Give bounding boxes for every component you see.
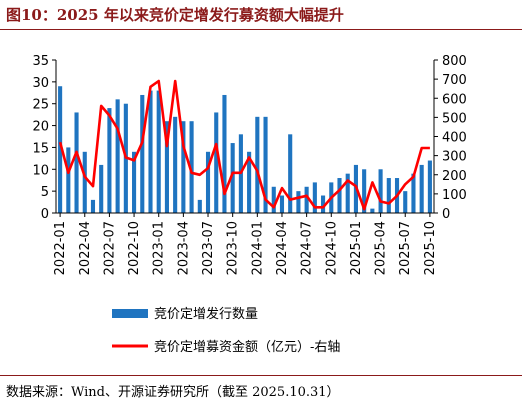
bar: [296, 191, 301, 213]
bar: [263, 116, 268, 213]
bar: [403, 191, 408, 213]
x-tick-label: 2025-01: [349, 221, 364, 275]
x-tick-label: 2023-01: [152, 221, 167, 275]
right-tick-label: 600: [442, 92, 467, 107]
bar: [197, 199, 202, 213]
chart-title: 图10：2025 年以来竞价定增发行募资额大幅提升: [6, 6, 344, 24]
legend: 竞价定增发行数量 竞价定增募资金额（亿元）-右轴: [112, 306, 340, 355]
legend-label-line: 竞价定增募资金额（亿元）-右轴: [154, 339, 340, 355]
bar: [288, 134, 293, 213]
bar: [140, 94, 145, 213]
x-axis: 2022-01 2022-04 2022-07 2022-10 2023-01 2023-…: [53, 212, 438, 275]
bar: [156, 90, 161, 213]
left-tick-label: 10: [32, 163, 49, 178]
left-y-axis: 0 5 10 15 20 25 30 35: [32, 54, 57, 222]
bar: [181, 121, 186, 213]
bar: [345, 173, 350, 213]
bar: [164, 121, 169, 213]
x-tick-label: 2023-04: [176, 221, 191, 275]
bar: [189, 121, 194, 213]
bar: [58, 86, 63, 213]
bar: [90, 199, 96, 213]
bar: [337, 178, 342, 213]
bar: [279, 195, 285, 213]
bar: [148, 90, 153, 213]
right-tick-label: 0: [442, 207, 450, 222]
x-tick-label: 2025-07: [398, 221, 413, 275]
left-tick-label: 35: [32, 54, 49, 69]
x-tick-label: 2022-04: [78, 221, 93, 275]
x-tick-label: 2023-07: [201, 221, 216, 275]
bar: [312, 182, 317, 213]
right-tick-label: 500: [442, 111, 467, 126]
right-tick-label: 700: [442, 73, 467, 88]
line-series: [58, 79, 430, 211]
left-tick-label: 25: [32, 98, 49, 113]
left-tick-label: 15: [32, 141, 49, 156]
left-tick-label: 20: [32, 120, 49, 135]
bar: [370, 208, 375, 213]
left-tick-label: 0: [41, 207, 49, 222]
bar: [214, 112, 219, 213]
bar: [99, 164, 104, 213]
x-tick-label: 2023-10: [226, 221, 241, 275]
right-tick-label: 100: [442, 188, 467, 203]
legend-swatch-bar: [112, 309, 148, 318]
bar: [74, 112, 79, 213]
bar: [107, 108, 112, 213]
x-tick-label: 2024-07: [300, 221, 315, 275]
right-tick-label: 800: [442, 54, 467, 69]
bar: [230, 143, 235, 213]
bar: [255, 116, 260, 213]
bar: [222, 94, 227, 213]
bar: [82, 151, 87, 213]
bar: [66, 147, 71, 213]
bar: [173, 116, 178, 213]
bar: [362, 169, 367, 213]
source-divider: [0, 375, 522, 376]
legend-label-bar: 竞价定增发行数量: [154, 306, 258, 322]
left-tick-label: 30: [32, 76, 49, 91]
x-tick-label: 2025-10: [423, 221, 438, 275]
x-tick-label: 2024-04: [275, 221, 290, 275]
right-tick-label: 400: [442, 131, 467, 146]
right-tick-label: 300: [442, 150, 467, 165]
source-note: 数据来源：Wind、开源证券研究所（截至 2025.10.31）: [6, 385, 340, 400]
x-tick-label: 2022-10: [127, 221, 142, 275]
x-tick-label: 2022-01: [53, 221, 68, 275]
x-tick-label: 2025-04: [374, 221, 389, 275]
x-tick-label: 2024-10: [324, 221, 339, 275]
left-tick-label: 5: [41, 185, 49, 200]
bar: [386, 178, 391, 213]
bar: [427, 160, 432, 213]
bar: [115, 99, 120, 213]
bar: [205, 151, 211, 213]
bar: [419, 164, 424, 213]
right-y-axis: 0 100 200 300 400 500 600 700 800: [433, 54, 467, 222]
series-line: [58, 79, 430, 211]
bar: [304, 186, 309, 213]
bar: [411, 173, 416, 213]
right-tick-label: 200: [442, 169, 467, 184]
x-tick-label: 2022-07: [102, 221, 117, 275]
bar: [271, 186, 276, 213]
bar: [132, 151, 137, 213]
x-tick-label: 2024-01: [250, 221, 265, 275]
bar: [247, 151, 252, 213]
title-divider: [0, 29, 522, 30]
bar: [321, 195, 326, 213]
bar: [378, 169, 383, 213]
bar-series: [58, 86, 432, 213]
